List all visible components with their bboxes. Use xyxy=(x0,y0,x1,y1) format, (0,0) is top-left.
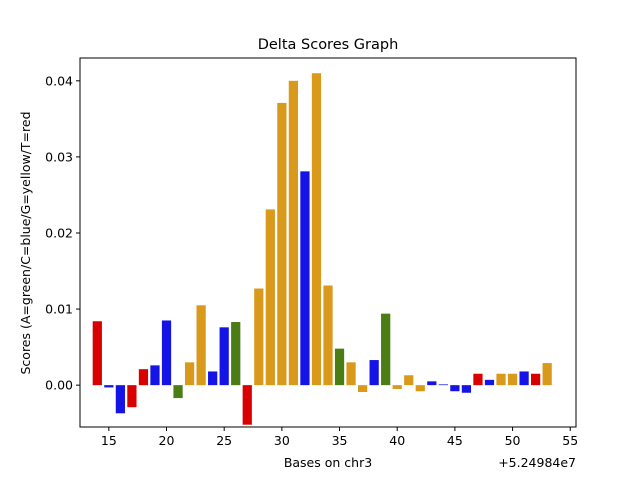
bar-14 xyxy=(92,321,102,386)
bar-44 xyxy=(438,384,448,386)
bar-15 xyxy=(104,385,114,388)
y-tick-label-0.03: 0.03 xyxy=(45,149,73,164)
bar-17 xyxy=(127,385,137,408)
y-tick-label-0.01: 0.01 xyxy=(45,302,73,317)
bar-45 xyxy=(450,385,460,392)
x-tick-label-55: 55 xyxy=(562,433,578,448)
bar-24 xyxy=(208,371,218,386)
bar-35 xyxy=(334,348,345,386)
x-axis-offset-label: +5.24984e7 xyxy=(498,455,576,470)
bar-52 xyxy=(531,373,541,386)
bar-34 xyxy=(323,285,333,386)
bar-38 xyxy=(369,360,379,386)
chart-title: Delta Scores Graph xyxy=(258,37,399,53)
x-tick-label-50: 50 xyxy=(505,433,521,448)
bar-46 xyxy=(461,385,472,393)
bar-25 xyxy=(219,327,229,386)
x-tick-label-15: 15 xyxy=(101,433,117,448)
bar-42 xyxy=(415,385,425,392)
bar-29 xyxy=(265,209,275,386)
bar-20 xyxy=(161,320,172,386)
bar-51 xyxy=(519,371,529,386)
bar-40 xyxy=(392,385,402,389)
bar-49 xyxy=(496,373,506,386)
bars-layer xyxy=(92,73,552,425)
bar-32 xyxy=(300,171,310,386)
x-tick-label-35: 35 xyxy=(332,433,348,448)
bar-31 xyxy=(288,80,299,386)
bar-48 xyxy=(484,379,495,386)
bar-18 xyxy=(138,369,149,386)
bar-19 xyxy=(150,365,160,386)
bar-21 xyxy=(173,385,183,399)
bar-23 xyxy=(196,305,206,386)
bar-41 xyxy=(404,375,414,386)
y-tick-label-0.00: 0.00 xyxy=(45,378,73,393)
ticks-layer: 15 20 25 30 35 40 45 50 55 0.00 0.01 0.02 0.03 0.04 xyxy=(45,73,578,448)
x-tick-label-25: 25 xyxy=(216,433,232,448)
bar-39 xyxy=(381,313,391,386)
bar-26 xyxy=(231,322,241,386)
y-tick-label-0.04: 0.04 xyxy=(45,73,73,88)
bar-53 xyxy=(542,363,552,386)
bar-43 xyxy=(427,381,437,386)
x-tick-label-30: 30 xyxy=(274,433,290,448)
bar-22 xyxy=(184,362,195,386)
bar-30 xyxy=(277,102,287,386)
bar-36 xyxy=(346,362,356,386)
bar-28 xyxy=(254,288,264,386)
bar-47 xyxy=(473,373,483,386)
x-tick-label-20: 20 xyxy=(159,433,175,448)
y-axis-label: Scores (A=green/C=blue/G=yellow/T=red xyxy=(18,111,33,374)
bar-37 xyxy=(357,385,368,392)
x-tick-label-45: 45 xyxy=(447,433,463,448)
bar-50 xyxy=(507,373,518,386)
plot-frame xyxy=(79,57,577,428)
bar-27 xyxy=(242,385,252,425)
x-tick-label-40: 40 xyxy=(389,433,405,448)
bar-16 xyxy=(115,385,125,414)
y-tick-label-0.02: 0.02 xyxy=(45,225,73,240)
bar-33 xyxy=(311,73,322,386)
x-axis-label: Bases on chr3 xyxy=(284,455,372,470)
